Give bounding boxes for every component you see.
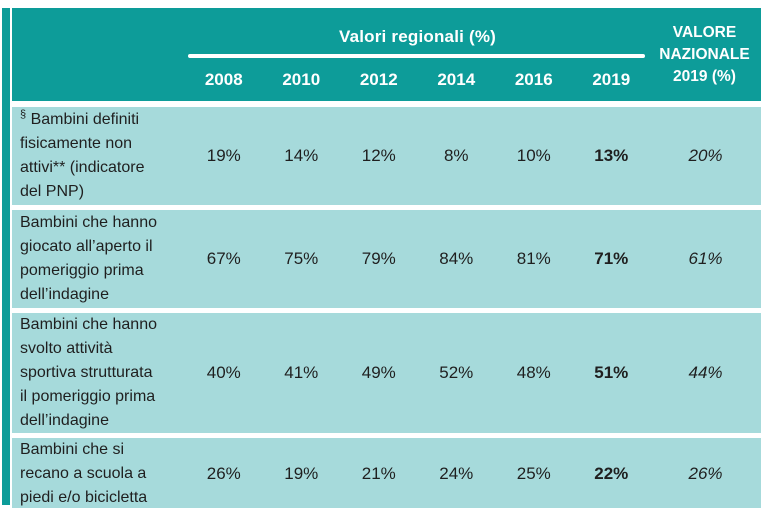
national-value-cell: 20% xyxy=(688,146,723,165)
national-header-line: 2019 (%) xyxy=(673,67,736,85)
value-cell: 19% xyxy=(206,146,241,165)
value-cell: 79% xyxy=(361,249,396,268)
year-column-header: 2012 xyxy=(359,69,398,89)
row-label: Bambini che hanno svolto attività sporti… xyxy=(12,313,185,433)
value-cell: 14% xyxy=(284,146,319,165)
value-cell: 19% xyxy=(284,464,319,483)
regional-values-group-label: Valori regionali (%) xyxy=(338,27,497,46)
row-label: § Bambini definiti fisicamente non attiv… xyxy=(12,108,185,204)
value-cell: 26% xyxy=(206,464,241,483)
value-cell: 52% xyxy=(439,363,474,382)
national-header-line: NAZIONALE xyxy=(659,45,750,63)
table-row: Bambini che si recano a scuola a piedi e… xyxy=(12,438,761,508)
table-row: Bambini che hanno svolto attività sporti… xyxy=(12,313,761,433)
value-cell: 24% xyxy=(439,464,474,483)
table-row: Bambini che hanno giocato all’aperto il … xyxy=(12,210,761,308)
row-label: Bambini che hanno giocato all’aperto il … xyxy=(12,211,185,307)
row-label-text: Bambini che si recano a scuola a piedi e… xyxy=(20,441,148,506)
value-cell: 75% xyxy=(284,249,319,268)
year-column-header: 2014 xyxy=(437,69,476,89)
value-cell: 40% xyxy=(206,363,241,382)
header-underline xyxy=(188,54,645,58)
regional-values-header-group: Valori regionali (%) 2008 2010 2012 2014… xyxy=(185,8,650,101)
year-column-header: 2019 xyxy=(592,69,631,89)
value-cell-2019: 51% xyxy=(594,363,629,382)
report-table: Valori regionali (%) 2008 2010 2012 2014… xyxy=(12,8,761,508)
value-cell: 12% xyxy=(361,146,396,165)
year-column-header: 2016 xyxy=(514,69,553,89)
value-cell: 81% xyxy=(516,249,551,268)
value-cell: 21% xyxy=(361,464,396,483)
value-cell: 48% xyxy=(516,363,551,382)
value-cell: 84% xyxy=(439,249,474,268)
row-label-text: Bambini che hanno svolto attività sporti… xyxy=(20,316,157,429)
table-header-row: Valori regionali (%) 2008 2010 2012 2014… xyxy=(12,8,761,101)
row-label-text: Bambini definiti fisicamente non attivi*… xyxy=(20,111,145,200)
value-cell: 10% xyxy=(516,146,551,165)
header-label-spacer xyxy=(12,8,185,101)
value-cell-2019: 22% xyxy=(594,464,629,483)
year-column-header: 2010 xyxy=(282,69,321,89)
section-symbol: § xyxy=(20,108,27,121)
value-cell: 25% xyxy=(516,464,551,483)
national-value-column-header: VALORE NAZIONALE 2019 (%) xyxy=(650,8,761,101)
row-label: Bambini che si recano a scuola a piedi e… xyxy=(12,438,185,510)
row-label-text: Bambini che hanno giocato all’aperto il … xyxy=(20,214,157,303)
value-cell: 41% xyxy=(284,363,319,382)
table-row: § Bambini definiti fisicamente non attiv… xyxy=(12,107,761,205)
value-cell: 49% xyxy=(361,363,396,382)
national-value-cell: 26% xyxy=(688,464,723,483)
value-cell: 67% xyxy=(206,249,241,268)
national-header-line: VALORE xyxy=(672,23,737,41)
year-column-header: 2008 xyxy=(204,69,243,89)
table-left-accent-bar xyxy=(2,8,10,505)
value-cell-2019: 71% xyxy=(594,249,629,268)
national-value-cell: 61% xyxy=(688,249,723,268)
value-cell-2019: 13% xyxy=(594,146,629,165)
year-column-headers: 2008 2010 2012 2014 2016 2019 xyxy=(185,58,650,101)
national-value-cell: 44% xyxy=(688,363,723,382)
value-cell: 8% xyxy=(443,146,469,165)
